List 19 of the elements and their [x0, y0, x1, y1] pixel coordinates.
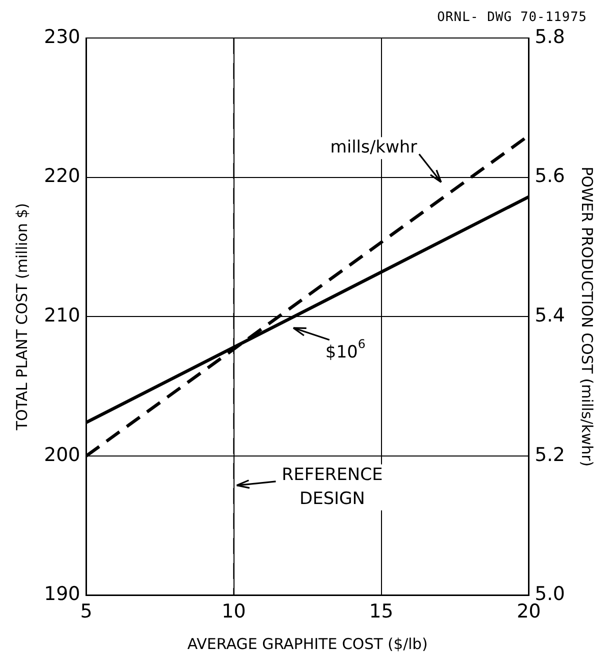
x-axis-title: AVERAGE GRAPHITE COST ($/lb)	[187, 634, 428, 653]
y-tick-label: 220	[44, 165, 80, 188]
x-tick-label: 10	[222, 600, 246, 623]
y-tick-label: 230	[44, 26, 80, 48]
x-tick-label: 5	[80, 600, 92, 623]
y-tick-label: 190	[44, 583, 80, 606]
y-tick-label: 210	[44, 304, 80, 327]
y-axis-title: TOTAL PLANT COST (million $)	[12, 202, 31, 432]
y2-axis-title: POWER PRODUCTION COST (mills/kwhr)	[578, 166, 596, 467]
y2-tick-label: 5.8	[534, 26, 565, 48]
x-tick-label: 20	[516, 600, 541, 623]
text: ORNL- DWG 70-11975	[437, 10, 587, 25]
y-tick-label: 200	[44, 444, 80, 466]
y2-tick-label: 5.6	[534, 165, 565, 188]
x-tick-label: 15	[369, 600, 394, 623]
y2-tick-label: 5.2	[534, 444, 565, 466]
ref-line-label: REFERENCE DESIGN	[282, 464, 383, 509]
y2-tick-label: 5.4	[534, 304, 565, 327]
text: mills/kwhr	[330, 138, 418, 158]
